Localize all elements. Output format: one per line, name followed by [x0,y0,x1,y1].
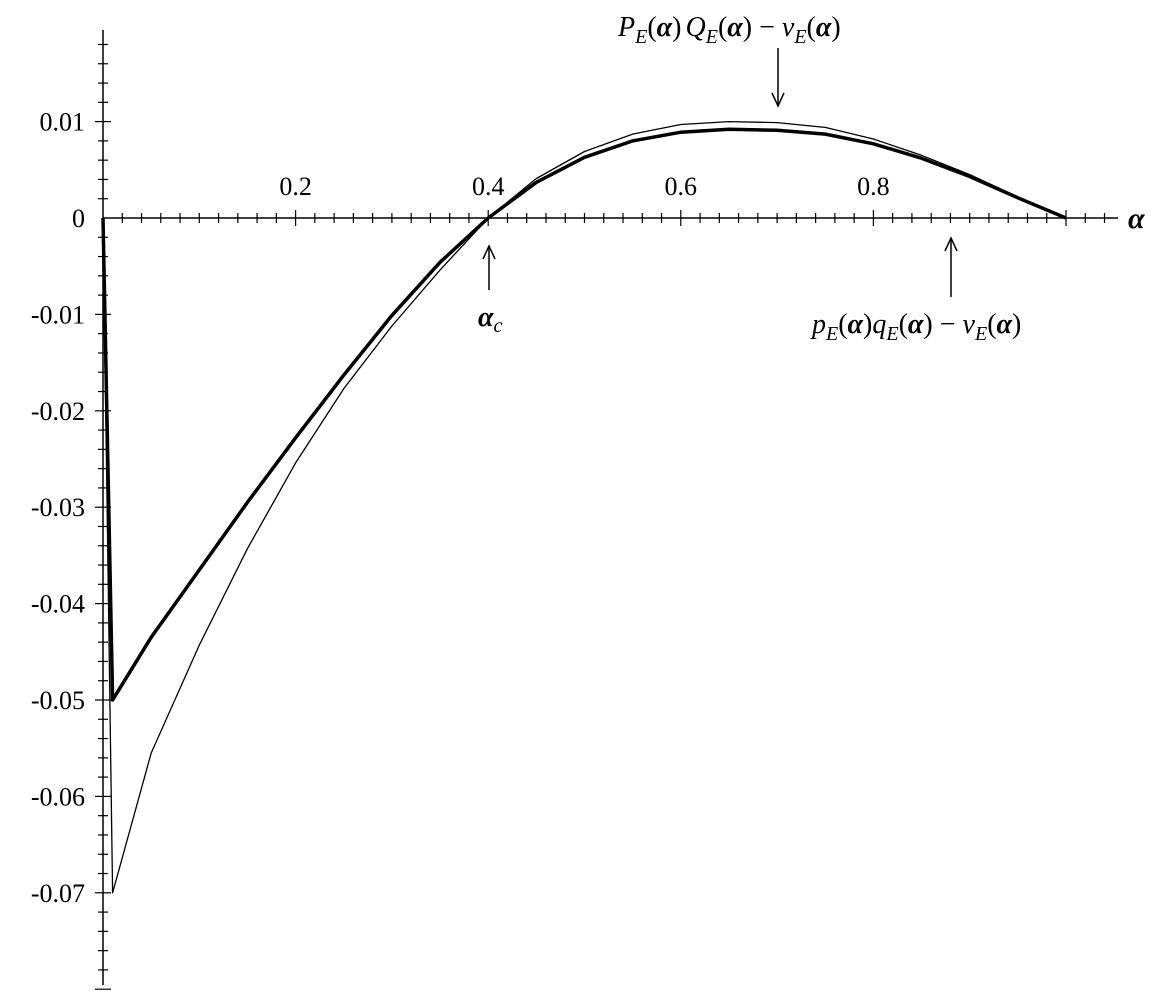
arrow-lower-formula [944,236,958,297]
arrow-head [482,244,496,260]
y-tick-label: -0.01 [31,300,85,329]
arrow-head [944,236,958,252]
x-tick-label: 0.2 [279,172,312,201]
tick-labels: 0.2 0.4 0.6 0.8 0.01 0 -0.01 -0.02 -0.03 -0.04 -0.… [31,108,890,908]
annotation-alpha-c: αc [478,302,503,337]
y-tick-label: -0.05 [31,686,85,715]
y-tick-label: -0.02 [31,397,85,426]
arrow-upper-formula [771,48,785,108]
series-line-thick [101,127,1067,702]
series-line-thin [102,120,1067,894]
y-tick-label: -0.06 [31,782,85,811]
y-tick-label: -0.07 [31,879,85,908]
x-tick-label: 0.4 [472,172,505,201]
y-tick-label: 0 [72,204,85,233]
annotation-lower-formula: pE(α)qE(α) − vE(α) [810,309,1021,345]
annotation-upper-formula: PE(α) QE(α) − vE(α) [617,12,841,48]
x-tick-label: 0.6 [665,172,698,201]
ticks [95,43,1106,990]
y-tick-label: -0.04 [31,590,85,619]
y-tick-label: 0.01 [40,108,86,137]
x-axis-label: α [1128,202,1145,235]
arrow-head [771,92,785,108]
series-group [101,120,1067,894]
annotation-arrows [482,48,958,297]
arrow-alpha-c [482,244,496,290]
y-tick-label: -0.03 [31,493,85,522]
x-tick-label: 0.8 [857,172,890,201]
